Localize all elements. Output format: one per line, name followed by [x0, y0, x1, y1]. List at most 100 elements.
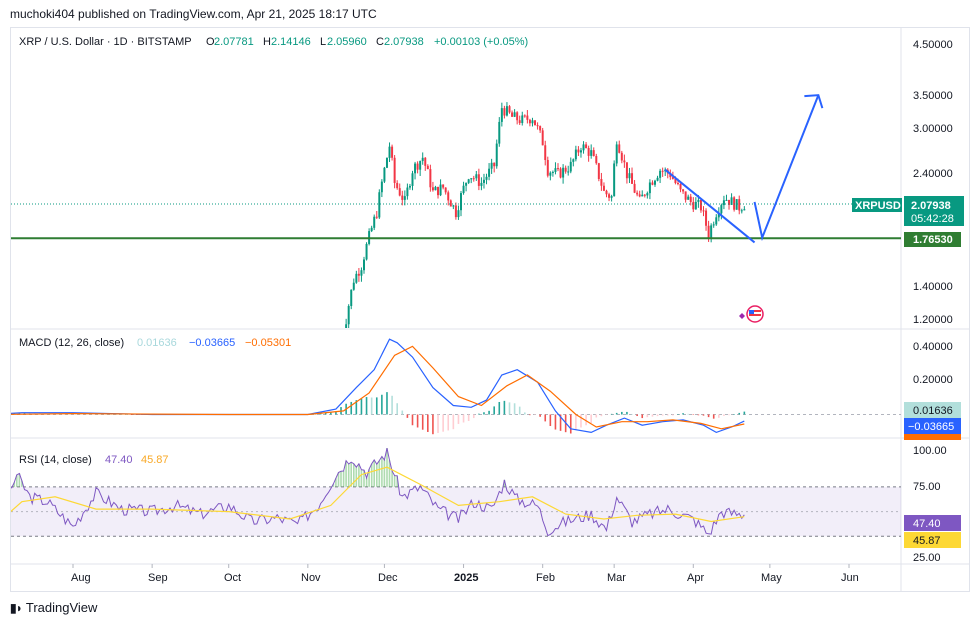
macd-histogram-bar	[319, 413, 322, 415]
candle-body	[577, 149, 580, 153]
price-change: +0.00103 (+0.05%)	[434, 36, 528, 48]
price-tick-label: 4.50000	[913, 39, 953, 51]
candle-body	[539, 126, 542, 131]
candle-body	[608, 194, 611, 198]
candle-body	[462, 185, 465, 194]
candle-body	[416, 163, 419, 170]
candle-body	[546, 160, 549, 176]
brand-footer[interactable]: ▮◗ TradingView	[10, 600, 97, 615]
candle-body	[429, 169, 432, 188]
candle-body	[485, 176, 488, 180]
candle-body	[398, 188, 401, 196]
candle-body	[618, 144, 621, 153]
macd-histogram-bar	[110, 414, 113, 415]
candle-body	[715, 217, 718, 225]
rsi-tick-label: 25.00	[913, 552, 941, 564]
candle-body	[406, 187, 409, 197]
macd-histogram-bar	[447, 414, 450, 431]
candle-body	[694, 201, 697, 210]
candle-body	[431, 187, 434, 191]
macd-histogram-bar	[636, 414, 638, 417]
macd-histogram-bar	[483, 412, 485, 415]
candle-body	[526, 115, 529, 120]
candle-body	[343, 340, 345, 357]
time-tick-label: Dec	[378, 572, 398, 584]
macd-histogram-bar	[651, 414, 654, 417]
price-pane[interactable]	[11, 94, 901, 360]
macd-histogram-bar	[682, 413, 684, 415]
support-badge-bg	[904, 232, 961, 247]
tradingview-logo-icon: ▮◗	[10, 600, 23, 615]
candle-body	[345, 324, 348, 328]
macd-histogram-bar	[462, 414, 465, 423]
candle-body	[689, 196, 692, 202]
candle-body	[523, 115, 526, 117]
flag-icon[interactable]	[739, 305, 764, 323]
macd-histogram-bar	[539, 414, 541, 417]
candle-body	[569, 161, 572, 172]
candle-body	[393, 157, 396, 183]
macd-histogram-bar	[130, 414, 133, 415]
candle-body	[434, 186, 437, 191]
macd-histogram-bar	[386, 392, 388, 415]
macd-histogram-bar	[544, 414, 547, 422]
ohlc-open-label: O	[206, 36, 215, 48]
candle-body	[521, 115, 524, 124]
rsi-pane[interactable]	[11, 447, 901, 537]
candle-body	[340, 357, 342, 358]
candle-body	[559, 168, 562, 178]
macd-histogram-bar	[437, 414, 439, 433]
candle-body	[728, 199, 731, 205]
macd-histogram-bar	[355, 400, 358, 415]
candle-body	[669, 173, 672, 178]
candle-body	[590, 150, 593, 156]
macd-histogram-bar	[559, 414, 562, 431]
rsi-ma-badge-bg	[904, 532, 961, 548]
candle-body	[518, 120, 521, 124]
macd-histogram-bar	[585, 414, 587, 426]
candle-body	[467, 179, 470, 183]
macd-line-badge: −0.03665	[908, 421, 954, 433]
candle-body	[585, 144, 588, 149]
candle-body	[551, 171, 554, 173]
rsi-value: 47.40	[105, 454, 133, 466]
price-legend: XRP / U.S. Dollar · 1D · BITSTAMP O 2.07…	[19, 36, 528, 48]
candle-body	[503, 108, 506, 116]
candle-body	[465, 182, 468, 186]
candle-body	[472, 178, 475, 180]
candle-body	[534, 120, 537, 126]
macd-pane[interactable]	[11, 338, 901, 435]
macd-histogram-bar	[381, 394, 383, 415]
macd-histogram-bar	[411, 414, 414, 426]
chart-canvas[interactable]: XRP / U.S. Dollar · 1D · BITSTAMP O 2.07…	[11, 28, 969, 591]
candle-body	[613, 163, 616, 197]
macd-histogram-bar	[631, 413, 633, 415]
candle-body	[587, 148, 590, 156]
macd-histogram-bar	[432, 414, 434, 435]
price-tick-label: 1.40000	[913, 281, 953, 293]
ohlc-close-label: C	[376, 36, 384, 48]
candle-body	[712, 224, 715, 226]
macd-histogram-bar	[728, 414, 730, 416]
candle-body	[567, 171, 570, 173]
candle-body	[378, 192, 381, 218]
macd-histogram-bar	[743, 411, 746, 415]
chart-frame[interactable]: XRP / U.S. Dollar · 1D · BITSTAMP O 2.07…	[10, 27, 970, 592]
candle-body	[679, 184, 682, 190]
macd-histogram-bar	[661, 414, 664, 416]
candle-body	[411, 173, 414, 186]
macd-histogram-bar	[518, 406, 521, 415]
candle-body	[738, 199, 741, 211]
candle-body	[707, 225, 710, 239]
macd-histogram-bar	[723, 414, 725, 416]
rsi-ma-badge: 45.87	[913, 535, 941, 547]
candle-body	[554, 168, 557, 172]
candle-body	[656, 177, 659, 181]
candle-body	[511, 112, 514, 117]
candle-body	[396, 182, 399, 189]
candle-body	[730, 197, 733, 205]
rsi-badge-bg	[904, 515, 961, 531]
macd-histogram-bar	[370, 397, 373, 415]
symbol-badge-label: XRPUSD	[855, 200, 901, 212]
time-tick-label: May	[761, 572, 782, 584]
